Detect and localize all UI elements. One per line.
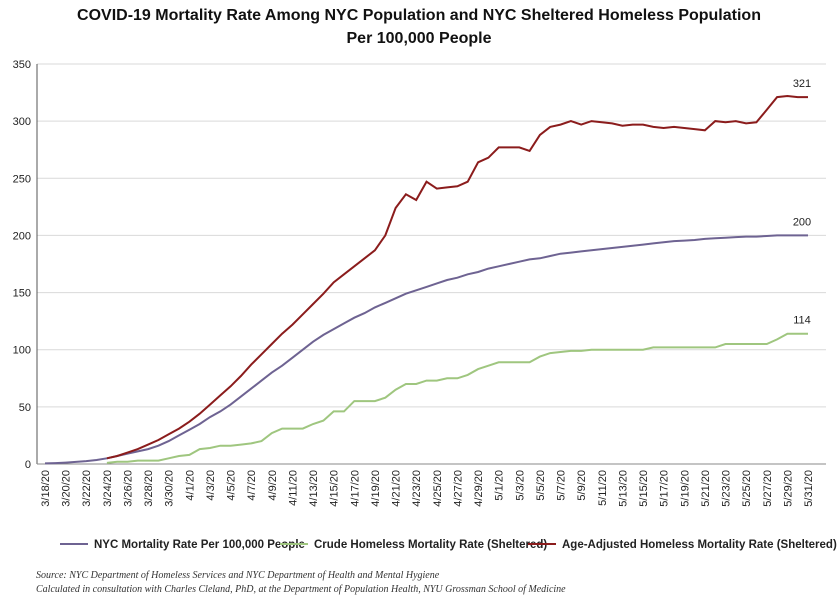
x-tick-label: 5/5/20	[535, 470, 547, 501]
x-tick-label: 5/29/20	[782, 470, 794, 507]
x-tick-label: 4/21/20	[391, 470, 403, 507]
y-tick-label: 50	[19, 402, 31, 414]
x-tick-label: 4/11/20	[287, 470, 299, 506]
x-tick-label: 3/30/20	[164, 470, 176, 507]
series-line	[106, 332, 808, 464]
x-tick-label: 5/17/20	[659, 470, 671, 507]
y-tick-label: 0	[25, 459, 31, 471]
x-tick-label: 3/26/20	[122, 470, 134, 507]
x-tick-label: 4/19/20	[370, 470, 382, 507]
x-tick-label: 4/29/20	[473, 470, 485, 507]
x-tick-label: 5/11/20	[597, 470, 609, 506]
x-tick-label: 4/25/20	[432, 470, 444, 507]
legend-label: Age-Adjusted Homeless Mortality Rate (Sh…	[562, 539, 837, 551]
x-tick-label: 4/17/20	[349, 470, 361, 507]
x-tick-label: 4/9/20	[267, 470, 279, 501]
end-label: 321	[793, 78, 811, 90]
x-tick-label: 4/15/20	[329, 470, 341, 507]
y-tick-label: 150	[13, 288, 31, 300]
legend-label: Crude Homeless Mortality Rate (Sheltered…	[314, 539, 547, 551]
x-tick-label: 4/1/20	[184, 470, 196, 501]
x-tick-label: 5/3/20	[514, 470, 526, 501]
x-tick-label: 5/7/20	[556, 470, 568, 501]
x-tick-label: 4/27/20	[452, 470, 464, 507]
x-tick-label: 4/13/20	[308, 470, 320, 507]
y-tick-label: 100	[13, 345, 31, 357]
x-tick-label: 3/24/20	[102, 470, 114, 507]
x-tick-label: 5/1/20	[494, 470, 506, 501]
x-tick-label: 3/28/20	[143, 470, 155, 507]
y-tick-label: 200	[13, 230, 31, 242]
x-tick-label: 4/23/20	[411, 470, 423, 507]
y-tick-label: 300	[13, 116, 31, 128]
x-tick-label: 4/3/20	[205, 470, 217, 501]
x-tick-label: 5/19/20	[679, 470, 691, 507]
note: Calculated in consultation with Charles …	[36, 584, 566, 595]
source: Source: NYC Department of Homeless Servi…	[36, 570, 440, 581]
y-tick-label: 250	[13, 173, 31, 185]
x-tick-label: 5/23/20	[721, 470, 733, 507]
series-line	[44, 234, 808, 465]
x-tick-label: 3/22/20	[81, 470, 93, 507]
x-tick-label: 3/20/20	[61, 470, 73, 507]
x-tick-label: 4/7/20	[246, 470, 258, 501]
x-tick-label: 5/21/20	[700, 470, 712, 507]
legend-label: NYC Mortality Rate Per 100,000 People	[94, 539, 305, 551]
end-label: 114	[793, 315, 811, 327]
x-tick-label: 5/9/20	[576, 470, 588, 501]
x-tick-label: 4/5/20	[226, 470, 238, 501]
y-tick-label: 350	[13, 59, 31, 71]
end-label: 200	[793, 216, 811, 228]
chart-subtitle: Per 100,000 People	[347, 30, 492, 47]
x-tick-label: 5/25/20	[741, 470, 753, 507]
x-tick-label: 5/13/20	[617, 470, 629, 507]
x-tick-label: 5/31/20	[803, 470, 815, 507]
x-tick-label: 5/15/20	[638, 470, 650, 507]
x-tick-label: 3/18/20	[40, 470, 52, 507]
chart-title: COVID-19 Mortality Rate Among NYC Popula…	[77, 7, 761, 24]
x-tick-label: 5/27/20	[762, 470, 774, 507]
series-line	[106, 94, 808, 460]
